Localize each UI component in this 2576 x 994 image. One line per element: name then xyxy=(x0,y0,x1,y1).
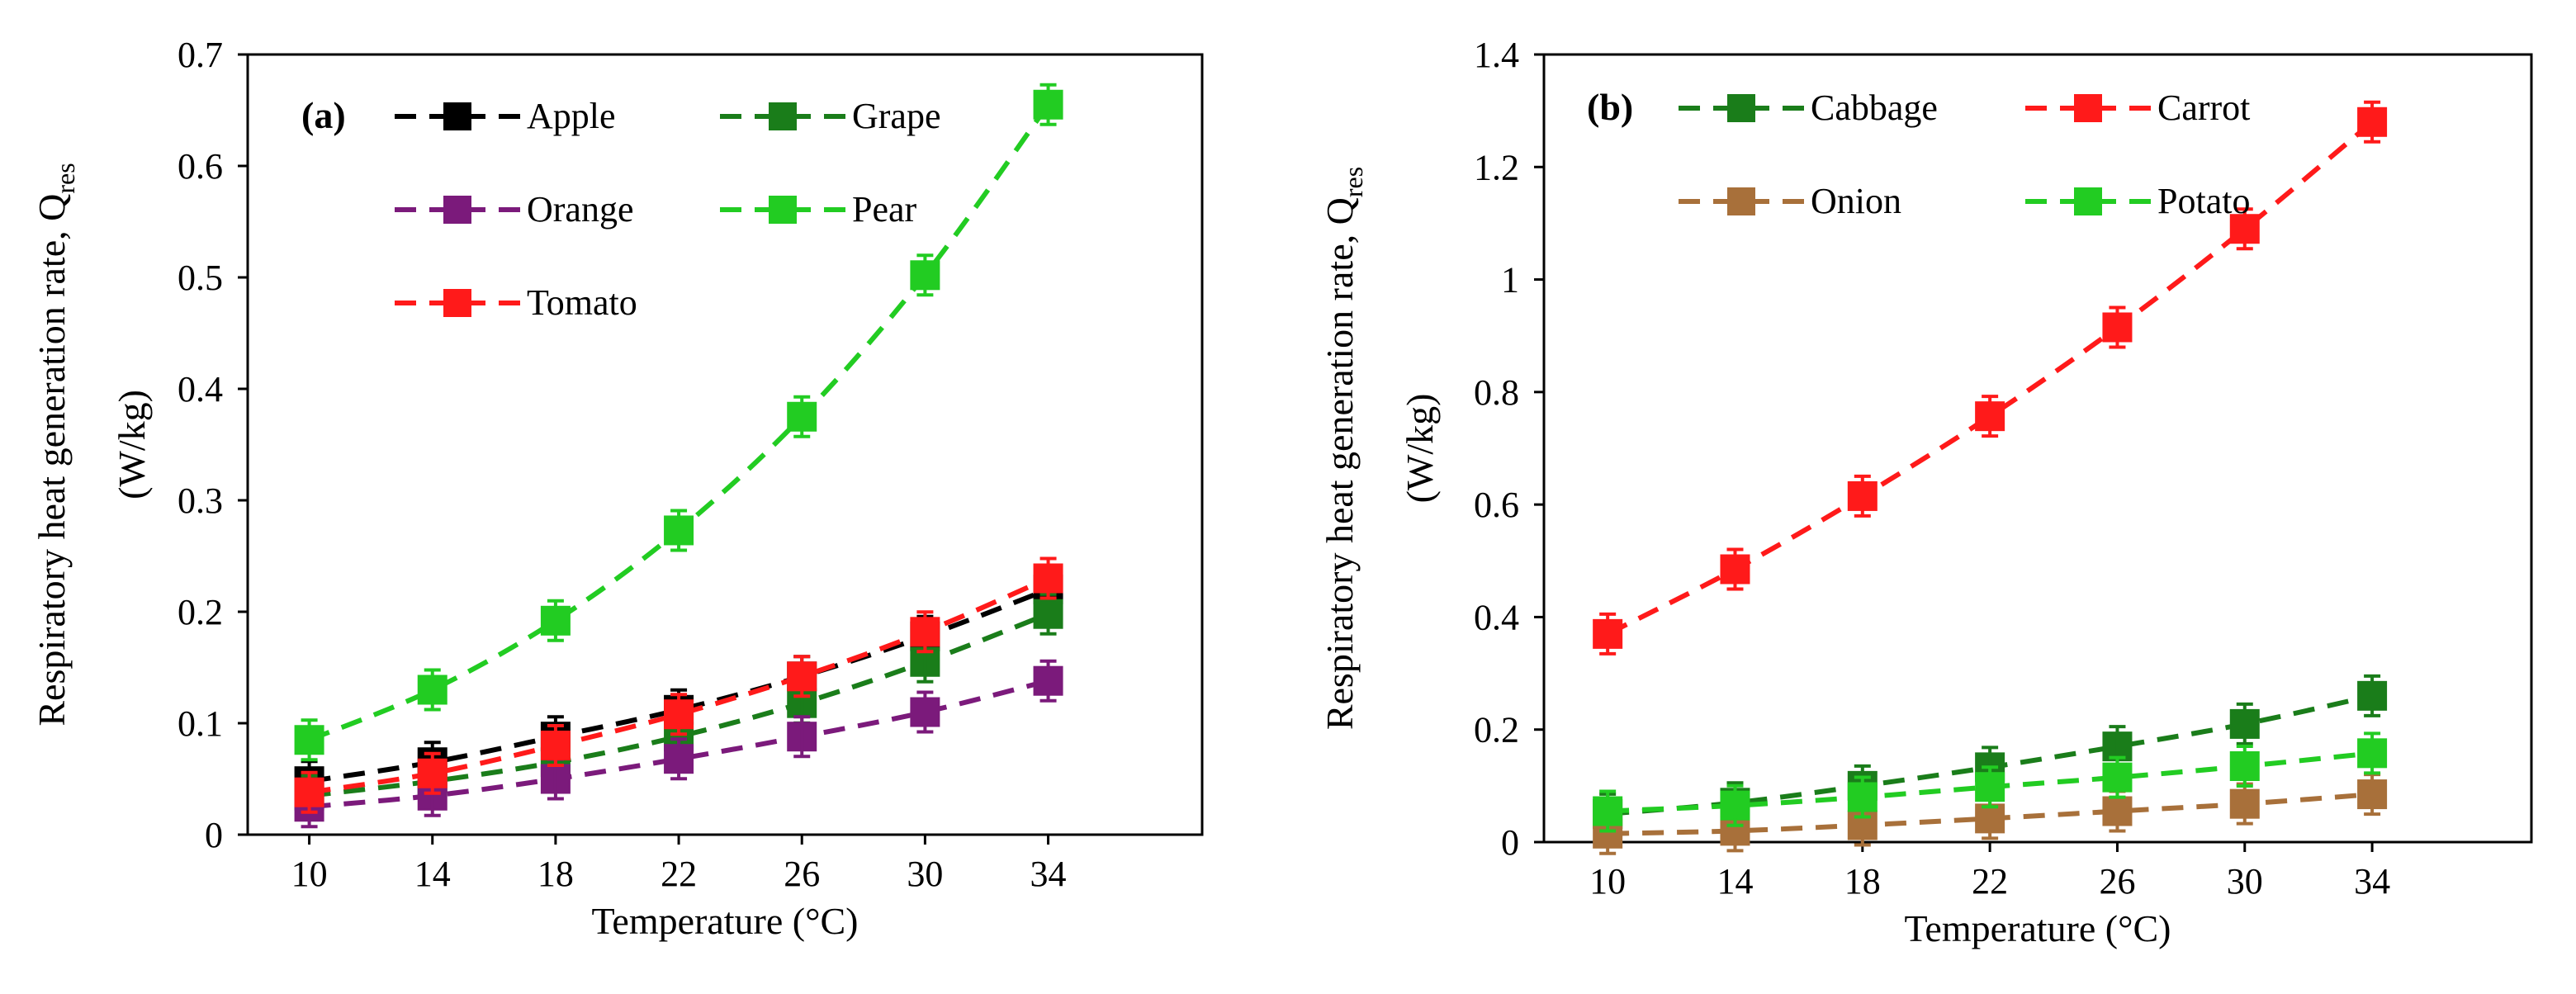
legend-entry-onion: Onion xyxy=(1679,181,1901,221)
x-tick-label: 18 xyxy=(1844,861,1881,902)
x-tick-label: 26 xyxy=(2099,861,2135,902)
x-tick-label: 34 xyxy=(1030,854,1067,894)
series-orange xyxy=(294,659,1063,829)
x-axis-title: Temperature (°C) xyxy=(1905,907,2171,949)
series-tomato xyxy=(294,556,1063,814)
x-tick-label: 26 xyxy=(784,854,820,894)
y-axis-title: Respiratory heat generation rate, Qres xyxy=(31,163,80,726)
x-tick-label: 14 xyxy=(414,854,451,894)
legend-entry-apple: Apple xyxy=(395,96,616,136)
legend-label: Cabbage xyxy=(1811,88,1938,128)
x-tick-label: 30 xyxy=(2227,861,2263,902)
y-tick-label: 1 xyxy=(1501,260,1519,301)
legend-swatch-marker xyxy=(769,102,797,130)
y-tick-label: 1.2 xyxy=(1474,147,1519,187)
legend-swatch-marker xyxy=(443,196,471,224)
legend-entry-orange: Orange xyxy=(395,189,634,230)
x-axis-title: Temperature (°C) xyxy=(592,900,859,942)
legend-swatch-marker xyxy=(443,102,471,130)
y-tick-label: 0.1 xyxy=(178,703,223,744)
y-tick-label: 0 xyxy=(205,815,223,855)
y-tick-label: 0.5 xyxy=(178,258,223,298)
legend-entry-grape: Grape xyxy=(720,96,941,136)
y-tick-label: 0.3 xyxy=(178,480,223,521)
series-carrot xyxy=(1593,100,2388,656)
legend-swatch-marker xyxy=(2074,94,2102,122)
x-tick-label: 22 xyxy=(1972,861,2008,902)
y-axis-title-subscript: res xyxy=(50,163,80,193)
y-tick-label: 0.8 xyxy=(1474,372,1519,413)
legend-entry-carrot: Carrot xyxy=(2025,88,2250,128)
legend-entry-cabbage: Cabbage xyxy=(1679,88,1938,128)
x-tick-label: 18 xyxy=(537,854,574,894)
legend-swatch-marker xyxy=(1727,187,1755,215)
plot-frame xyxy=(1542,53,2533,844)
series-potato xyxy=(1593,731,2388,833)
legend-label: Potato xyxy=(2157,181,2250,221)
x-tick-label: 22 xyxy=(661,854,697,894)
legend-swatch-marker xyxy=(769,196,797,224)
legend-label: Grape xyxy=(852,96,941,136)
y-axis-title-units: (W/kg) xyxy=(111,390,153,499)
x-tick-label: 10 xyxy=(1589,861,1626,902)
y-tick-label: 0.7 xyxy=(178,35,223,75)
legend-label: Carrot xyxy=(2157,88,2250,128)
y-tick-label: 0.4 xyxy=(1474,597,1519,637)
x-tick-label: 10 xyxy=(291,854,328,894)
legend-swatch-marker xyxy=(1727,94,1755,122)
y-axis-title: Respiratory heat generation rate, Qres xyxy=(1319,167,1368,730)
y-tick-label: 0 xyxy=(1501,822,1519,863)
chart-panel-b: 0 0.2 0.4 0.6 0.8 1 1.2 1.4 10 14 18 22 26 30 34 Temper… xyxy=(1319,35,2533,949)
legend-entry-tomato: Tomato xyxy=(395,282,637,323)
y-tick-label: 0.2 xyxy=(1474,710,1519,750)
x-tick-label: 14 xyxy=(1717,861,1753,902)
legend-swatch-marker xyxy=(2074,187,2102,215)
chart-panel-a: 0 0.1 0.2 0.3 0.4 0.5 0.6 0.7 10 14 18 22 26 30 34 Temp… xyxy=(31,35,1204,942)
y-tick-label: 1.4 xyxy=(1474,35,1519,75)
legend-entry-potato: Potato xyxy=(2025,181,2250,221)
x-tick-label: 34 xyxy=(2354,861,2390,902)
legend-label: Tomato xyxy=(527,282,637,323)
legend-label: Orange xyxy=(527,189,634,230)
series-pear xyxy=(294,83,1063,762)
y-axis-title-units: (W/kg) xyxy=(1399,394,1441,504)
y-tick-label: 0.6 xyxy=(178,146,223,187)
legend-swatch-marker xyxy=(443,289,471,317)
y-axis-title-subscript: res xyxy=(1338,167,1368,197)
legend-label: Onion xyxy=(1811,181,1901,221)
legend-label: Pear xyxy=(852,189,917,230)
y-tick-label: 0.2 xyxy=(178,592,223,632)
legend-entry-pear: Pear xyxy=(720,189,917,230)
plot-frame xyxy=(246,53,1204,836)
y-tick-label: 0.4 xyxy=(178,369,223,409)
panel-label: (b) xyxy=(1587,86,1633,128)
y-tick-label: 0.6 xyxy=(1474,485,1519,525)
x-tick-label: 30 xyxy=(907,854,943,894)
y-axis-title-main: Respiratory heat generation rate, Q xyxy=(1319,197,1361,730)
legend-label: Apple xyxy=(527,96,616,136)
panel-label: (a) xyxy=(301,94,346,136)
y-axis-title-main: Respiratory heat generation rate, Q xyxy=(31,194,73,727)
